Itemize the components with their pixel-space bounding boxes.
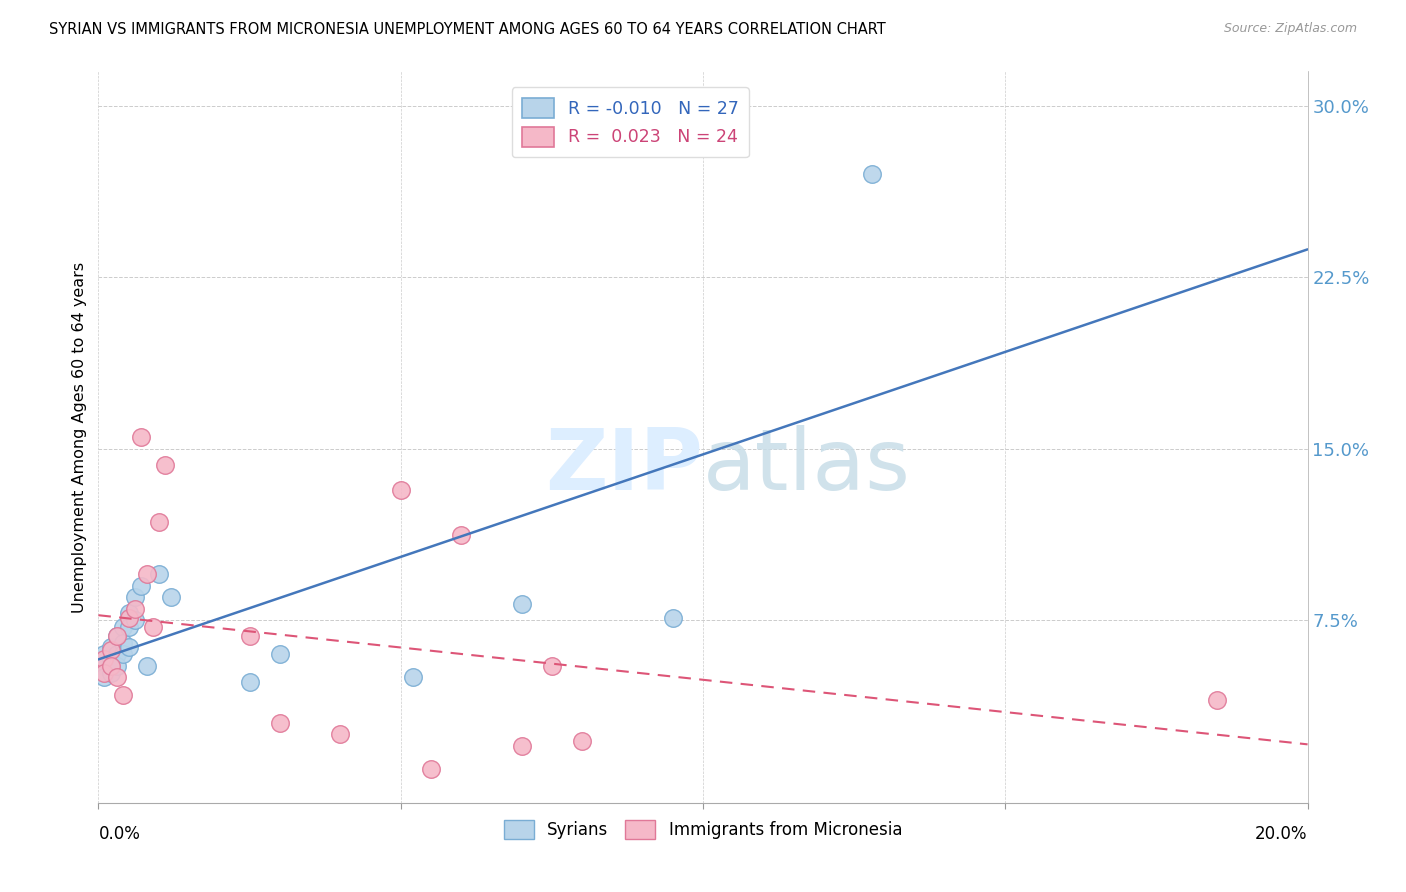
Point [111,647,134,661]
Point [129,430,152,444]
Legend: Syrians, Immigrants from Micronesia: Syrians, Immigrants from Micronesia [498,814,908,846]
Text: atlas: atlas [703,425,911,508]
Point [111,689,134,703]
Point [129,579,152,593]
Point [160,590,183,604]
Point [153,458,176,472]
Point [239,629,262,643]
Point [93,647,115,661]
Point [329,727,352,741]
Point [661,610,683,624]
Point [1206,693,1229,707]
Point [148,567,170,582]
Point [105,629,128,643]
Point [118,640,141,655]
Point [135,658,157,673]
Point [100,665,122,680]
Y-axis label: Unemployment Among Ages 60 to 64 years: Unemployment Among Ages 60 to 64 years [72,261,87,613]
Point [100,642,122,657]
Point [124,590,146,604]
Point [118,620,141,634]
Point [124,613,146,627]
Point [93,658,115,673]
Point [111,636,134,650]
Point [142,620,165,634]
Point [135,567,157,582]
Point [402,670,425,684]
Point [510,739,533,753]
Point [100,640,122,655]
Point [450,528,472,542]
Point [571,734,593,748]
Point [111,620,134,634]
Point [118,610,141,624]
Point [124,601,146,615]
Point [510,597,533,611]
Point [105,658,128,673]
Point [420,762,443,776]
Point [105,647,128,661]
Point [118,606,141,620]
Point [269,647,291,661]
Point [269,715,291,730]
Text: ZIP: ZIP [546,425,703,508]
Text: Source: ZipAtlas.com: Source: ZipAtlas.com [1223,22,1357,36]
Point [93,670,115,684]
Point [389,483,412,497]
Point [100,658,122,673]
Point [93,652,115,666]
Point [105,670,128,684]
Point [860,167,883,181]
Point [105,629,128,643]
Text: SYRIAN VS IMMIGRANTS FROM MICRONESIA UNEMPLOYMENT AMONG AGES 60 TO 64 YEARS CORR: SYRIAN VS IMMIGRANTS FROM MICRONESIA UNE… [49,22,886,37]
Point [93,665,115,680]
Point [540,658,562,673]
Point [148,515,170,529]
Text: 20.0%: 20.0% [1256,825,1308,843]
Point [100,652,122,666]
Point [239,674,262,689]
Text: 0.0%: 0.0% [98,825,141,843]
